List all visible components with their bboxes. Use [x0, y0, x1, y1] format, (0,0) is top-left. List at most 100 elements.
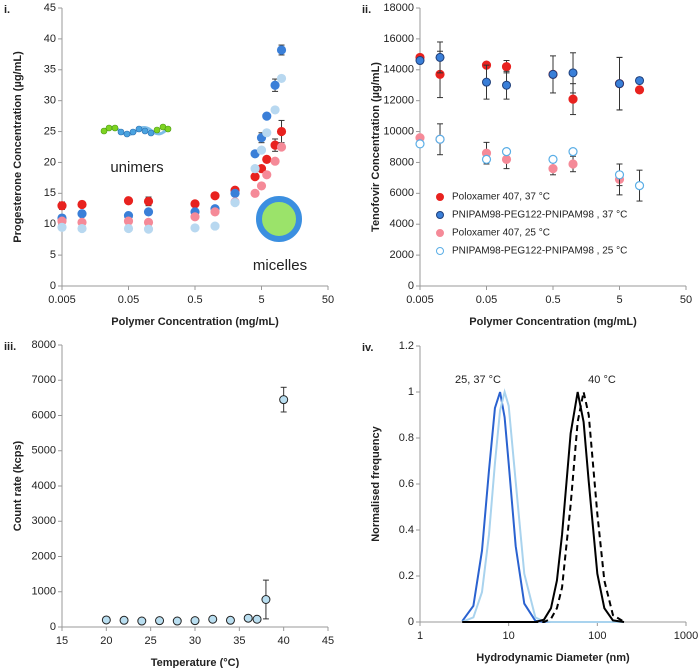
- y-tick-label: 1000: [32, 586, 56, 598]
- y-tick-label: 8000: [32, 339, 56, 351]
- y-tick-label: 14000: [383, 64, 414, 76]
- x-tick-label: 0.005: [406, 294, 434, 306]
- point: [634, 85, 645, 95]
- point: [155, 616, 165, 626]
- y-tick-label: 2000: [32, 550, 56, 562]
- bead: [141, 127, 149, 135]
- bead: [135, 125, 143, 133]
- y-tick-label: 2000: [390, 249, 414, 261]
- point: [77, 223, 87, 234]
- x-tick-label: 0.05: [476, 294, 497, 306]
- point: [502, 80, 512, 90]
- y-tick-label: 8000: [390, 156, 414, 168]
- y-tick-label: 0: [408, 616, 414, 628]
- bead: [147, 129, 155, 137]
- y-tick-label: 6000: [32, 409, 56, 421]
- point: [210, 207, 220, 217]
- annotation: micelles: [253, 257, 307, 274]
- x-tick-label: 10: [503, 630, 515, 642]
- y-tick-label: 15: [44, 187, 56, 199]
- point: [568, 147, 578, 157]
- x-tick-label: 1: [417, 630, 423, 642]
- y-tick-label: 4000: [32, 480, 56, 492]
- y-tick-label: 20: [44, 156, 56, 168]
- bead: [111, 124, 119, 132]
- point: [276, 142, 287, 152]
- y-tick-label: 0: [50, 621, 56, 633]
- x-tick-label: 45: [322, 635, 334, 647]
- x-tick-label: 5: [258, 294, 264, 306]
- y-tick-label: 40: [44, 33, 56, 45]
- legend-entry: Poloxamer 407, 37 °C: [436, 192, 550, 203]
- legend-label: PNIPAM98-PEG122-PNIPAM98 , 25 °C: [452, 246, 627, 257]
- legend-marker: [436, 193, 444, 201]
- x-tick-label: 0.05: [118, 294, 139, 306]
- point: [615, 79, 624, 89]
- x-axis-title: Polymer Concentration (mg/mL): [469, 316, 637, 328]
- y-tick-label: 0: [408, 280, 414, 292]
- y-tick-label: 7000: [32, 374, 56, 386]
- y-tick-label: 6000: [390, 187, 414, 199]
- y-tick-label: 3000: [32, 515, 56, 527]
- y-axis-title: Progesterone Concentration (µg/mL): [12, 51, 24, 243]
- point: [276, 126, 287, 137]
- y-tick-label: 0.4: [399, 524, 414, 536]
- x-tick-label: 0.005: [48, 294, 76, 306]
- point: [123, 223, 134, 234]
- y-tick-label: 1: [408, 386, 414, 398]
- legend-label: PNIPAM98-PEG122-PNIPAM98 , 37 °C: [452, 210, 627, 221]
- point: [262, 128, 272, 138]
- point: [243, 613, 253, 623]
- x-tick-label: 40: [278, 635, 290, 647]
- point: [501, 154, 512, 164]
- point: [548, 154, 558, 164]
- point: [482, 77, 491, 87]
- bead: [129, 128, 137, 136]
- bead: [153, 126, 161, 134]
- point: [635, 76, 645, 86]
- panel-label: ii.: [362, 4, 371, 16]
- point: [190, 223, 200, 233]
- point: [250, 164, 260, 174]
- x-tick-label: 35: [233, 635, 245, 647]
- y-tick-label: 1.2: [399, 340, 414, 352]
- point: [435, 134, 445, 144]
- point: [225, 615, 235, 625]
- point: [208, 614, 218, 624]
- point: [256, 181, 267, 191]
- point: [210, 191, 220, 201]
- x-axis-title: Polymer Concentration (mg/mL): [111, 316, 279, 328]
- point: [256, 145, 267, 155]
- panel-label: i.: [4, 4, 10, 16]
- point: [190, 616, 200, 626]
- y-tick-label: 5: [50, 249, 56, 261]
- point: [250, 172, 260, 182]
- legend-label: Poloxamer 407, 25 °C: [452, 228, 550, 239]
- bead: [123, 130, 131, 138]
- point: [634, 181, 645, 191]
- point: [262, 170, 272, 180]
- point: [101, 615, 111, 625]
- point: [190, 212, 200, 222]
- point: [190, 199, 200, 209]
- bead: [164, 125, 172, 133]
- point: [270, 156, 280, 166]
- legend-entry: PNIPAM98-PEG122-PNIPAM98 , 37 °C: [436, 210, 627, 221]
- y-tick-label: 0.2: [399, 570, 414, 582]
- legend-entry: Poloxamer 407, 25 °C: [436, 228, 550, 239]
- point: [230, 188, 240, 198]
- x-tick-label: 15: [56, 635, 68, 647]
- point: [276, 73, 287, 84]
- point: [270, 80, 280, 90]
- point: [568, 159, 578, 169]
- y-tick-label: 25: [44, 125, 56, 137]
- y-tick-label: 0.8: [399, 432, 414, 444]
- point: [501, 62, 512, 72]
- micelle-illustration: [256, 196, 302, 242]
- point: [262, 111, 272, 121]
- x-tick-label: 1000: [674, 630, 698, 642]
- y-tick-label: 30: [44, 95, 56, 107]
- legend-marker: [436, 247, 444, 255]
- point: [57, 201, 67, 211]
